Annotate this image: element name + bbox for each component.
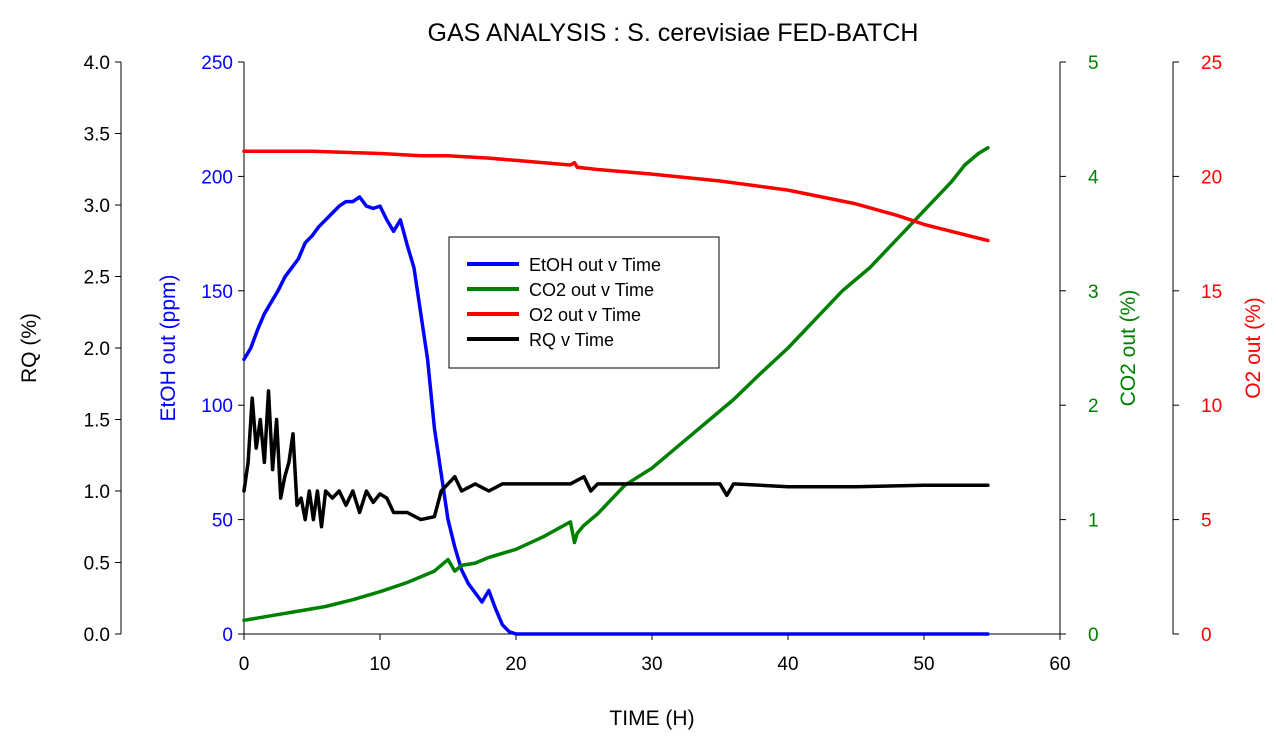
co2-tick-label: 5 [1088, 53, 1099, 74]
series-layer [242, 146, 990, 636]
x-tick-label: 50 [913, 654, 934, 675]
o2-tick-label: 0 [1201, 625, 1212, 646]
legend-label: RQ v Time [529, 330, 614, 350]
x-tick-label: 40 [777, 654, 798, 675]
o2-tick-label: 15 [1201, 282, 1222, 303]
series-line-rq [242, 389, 990, 529]
x-axis-title: TIME (H) [609, 707, 694, 730]
co2-tick-label: 3 [1088, 282, 1099, 303]
series-line-o2 [242, 149, 990, 243]
etoh-tick-label: 150 [201, 282, 233, 303]
o2-tick-label: 5 [1201, 511, 1212, 532]
etoh-tick-label: 50 [212, 511, 233, 532]
co2-axis-title: CO2 out (%) [1117, 290, 1140, 407]
etoh-axis-title: EtOH out (ppm) [157, 274, 180, 421]
etoh-tick-label: 250 [201, 53, 233, 74]
rq-tick-label: 3.5 [84, 125, 110, 146]
rq-tick-label: 1.5 [84, 411, 110, 432]
legend: EtOH out v Time CO2 out v Time O2 out v Ti… [448, 236, 720, 369]
etoh-tick-label: 0 [222, 625, 233, 646]
chart-title: GAS ANALYSIS : S. cerevisiae FED-BATCH [428, 19, 919, 47]
x-tick-label: 10 [369, 654, 390, 675]
co2-tick-label: 4 [1088, 167, 1099, 188]
x-tick-label: 30 [641, 654, 662, 675]
x-tick-label: 0 [239, 654, 250, 675]
o2-tick-label: 25 [1201, 53, 1222, 74]
rq-tick-label: 3.0 [84, 196, 110, 217]
o2-axis-title: O2 out (%) [1242, 297, 1265, 399]
rq-tick-label: 1.0 [84, 482, 110, 503]
series-line-co2 [242, 146, 990, 623]
x-tick-label: 60 [1049, 654, 1070, 675]
axes-layer: 0 10 20 30 40 50 600.00.51.01.52.02.53.03.54.0… [18, 53, 1265, 675]
rq-tick-label: 0.0 [84, 625, 110, 646]
legend-label: O2 out v Time [529, 305, 641, 325]
etoh-tick-label: 200 [201, 167, 233, 188]
etoh-tick-label: 100 [201, 396, 233, 417]
legend-box [448, 236, 720, 369]
rq-tick-label: 0.5 [84, 554, 110, 575]
rq-tick-label: 2.0 [84, 339, 110, 360]
co2-tick-label: 1 [1088, 511, 1099, 532]
series-line-etoh [242, 195, 990, 636]
co2-tick-label: 0 [1088, 625, 1099, 646]
x-tick-label: 20 [505, 654, 526, 675]
legend-label: CO2 out v Time [529, 280, 654, 300]
rq-tick-label: 2.5 [84, 268, 110, 289]
rq-axis-title: RQ (%) [18, 313, 41, 383]
co2-tick-label: 2 [1088, 396, 1099, 417]
o2-tick-label: 20 [1201, 167, 1222, 188]
legend-label: EtOH out v Time [529, 255, 661, 275]
o2-tick-label: 10 [1201, 396, 1222, 417]
rq-tick-label: 4.0 [84, 53, 110, 74]
